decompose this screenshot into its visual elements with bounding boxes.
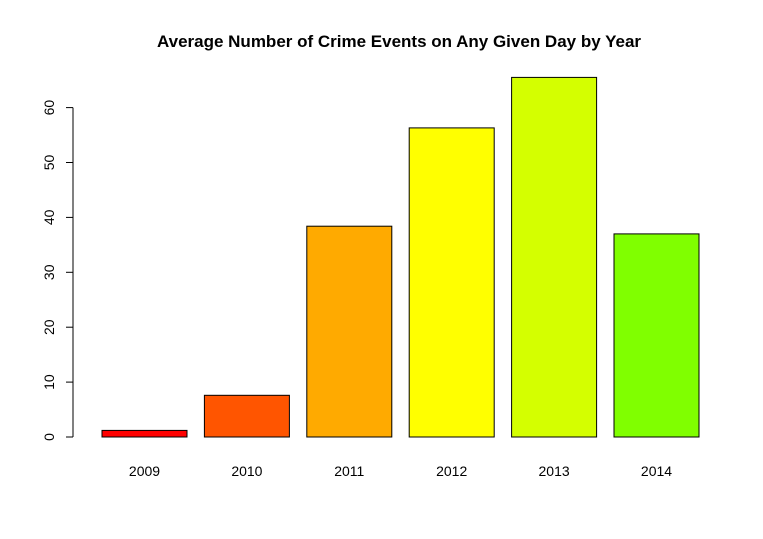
x-tick-label: 2011: [334, 463, 364, 479]
x-tick-label: 2009: [129, 463, 160, 479]
y-tick-label: 60: [41, 100, 57, 116]
chart-title: Average Number of Crime Events on Any Gi…: [157, 32, 641, 51]
y-tick-label: 20: [41, 319, 57, 335]
y-tick-label: 40: [41, 209, 57, 225]
x-tick-label: 2013: [539, 463, 570, 479]
bar-2013: [511, 76, 598, 438]
x-tick-label: 2012: [436, 463, 467, 479]
y-tick-label: 0: [41, 433, 57, 441]
bar-2014: [613, 233, 700, 438]
bars: [101, 76, 700, 438]
y-tick-label: 50: [41, 155, 57, 171]
x-tick-label: 2014: [641, 463, 672, 479]
x-axis-labels: 2009 2010 2011 2012 2013 2014: [129, 463, 672, 479]
y-tick-label: 30: [41, 264, 57, 280]
bar-2009: [101, 429, 188, 438]
bar-2012: [408, 127, 495, 438]
x-tick-label: 2010: [231, 463, 262, 479]
y-tick-label: 10: [41, 374, 57, 390]
bar-2010: [203, 394, 290, 438]
bar-2011: [306, 225, 393, 438]
y-axis: 0 10 20 30 40 50 60: [41, 100, 74, 441]
